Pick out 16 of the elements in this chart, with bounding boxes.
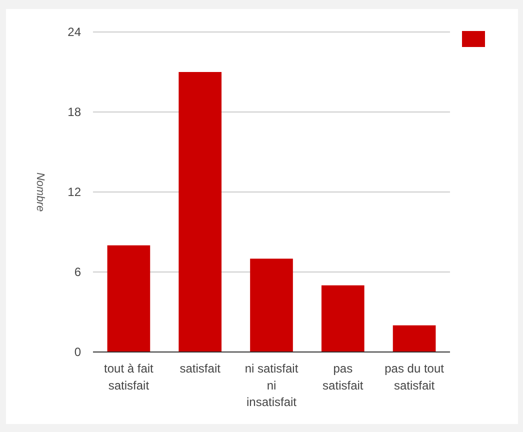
- x-tick-label: satisfait: [180, 362, 222, 376]
- y-tick-label: 18: [68, 104, 82, 119]
- y-tick-label: 0: [74, 344, 82, 359]
- x-tick-label: ni satisfait ni insatisfait: [244, 362, 299, 410]
- bar: [178, 72, 222, 352]
- x-tick-label: pas satisfait: [322, 362, 364, 392]
- x-tick-label: pas du tout satisfait: [384, 362, 445, 392]
- y-axis-title: Nombre: [34, 172, 46, 212]
- y-tick-label: 6: [74, 264, 82, 279]
- y-tick-label: 12: [68, 184, 82, 199]
- x-tick-label: tout à fait satisfait: [104, 362, 154, 392]
- bar: [250, 258, 293, 352]
- bar: [321, 285, 364, 352]
- y-tick-label: 24: [68, 24, 82, 39]
- bar: [107, 245, 150, 352]
- bar: [392, 325, 436, 352]
